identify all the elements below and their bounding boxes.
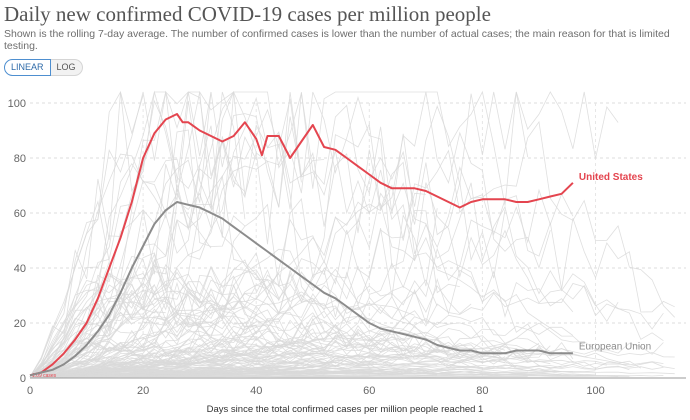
series-label: European Union: [579, 341, 651, 352]
background-country-lines: [29, 90, 675, 378]
start-annotation: 1.09 cases: [32, 373, 57, 379]
background-country-line: [29, 290, 574, 378]
background-country-line: [29, 136, 246, 378]
background-country-line: [29, 90, 212, 378]
background-country-line: [29, 91, 664, 378]
x-tick-label: 0: [27, 385, 33, 397]
series-label: United States: [579, 172, 643, 183]
background-country-line: [29, 265, 562, 378]
background-country-line: [29, 255, 438, 378]
background-country-line: [29, 368, 528, 378]
background-country-line: [29, 192, 426, 378]
background-country-line: [29, 358, 642, 378]
log-scale-button[interactable]: LOG: [50, 59, 83, 76]
background-country-line: [29, 339, 551, 378]
background-country-line: [29, 92, 619, 378]
y-tick-label: 100: [8, 98, 26, 110]
x-tick-label: 80: [476, 385, 488, 397]
background-country-line: [29, 358, 517, 378]
background-country-line: [29, 201, 585, 378]
background-country-line: [29, 162, 212, 378]
background-country-line: [29, 269, 449, 378]
background-country-line: [29, 325, 257, 378]
linear-scale-button[interactable]: LINEAR: [4, 59, 51, 76]
background-country-line: [29, 335, 528, 378]
background-country-line: [29, 311, 494, 378]
series-line-european-union[interactable]: [29, 201, 573, 377]
background-country-line: [29, 99, 201, 378]
x-tick-label: 40: [250, 385, 262, 397]
background-country-line: [29, 284, 675, 378]
x-tick-label: 20: [137, 385, 149, 397]
background-country-line: [29, 91, 234, 378]
background-country-line: [29, 352, 506, 378]
x-tick-label: 60: [363, 385, 375, 397]
background-country-line: [29, 90, 675, 378]
background-country-line: [29, 347, 302, 378]
y-tick-label: 0: [20, 373, 26, 385]
y-tick-label: 40: [14, 263, 26, 275]
background-country-line: [29, 91, 144, 378]
series-labels: United States European Union: [579, 172, 651, 353]
background-country-line: [29, 91, 460, 378]
series-lines: [29, 113, 574, 377]
chart-title: Daily new confirmed COVID-19 cases per m…: [4, 2, 491, 26]
background-country-line: [29, 350, 291, 378]
background-country-line: [29, 136, 257, 378]
x-tick-label: 100: [586, 385, 604, 397]
y-tick-label: 80: [14, 153, 26, 165]
background-country-line: [29, 90, 246, 378]
background-country-line: [29, 344, 551, 378]
background-country-line: [29, 259, 257, 378]
y-tick-label: 20: [14, 318, 26, 330]
background-country-line: [29, 281, 325, 378]
background-country-line: [29, 283, 155, 378]
background-country-line: [29, 371, 347, 378]
axis-ticks: 0 20 40 60 80 100 0 20 40 60 80 100 1.09 cases: [8, 98, 605, 397]
y-tick-label: 60: [14, 208, 26, 220]
series-line-united-states[interactable]: [29, 113, 574, 377]
background-country-line: [29, 362, 234, 378]
chart-subtitle: Shown is the rolling 7-day average. The …: [4, 28, 670, 52]
scale-toggle: LINEAR LOG: [4, 59, 83, 76]
background-country-line: [29, 91, 325, 378]
x-axis-title: Days since the total confirmed cases per…: [206, 404, 484, 415]
